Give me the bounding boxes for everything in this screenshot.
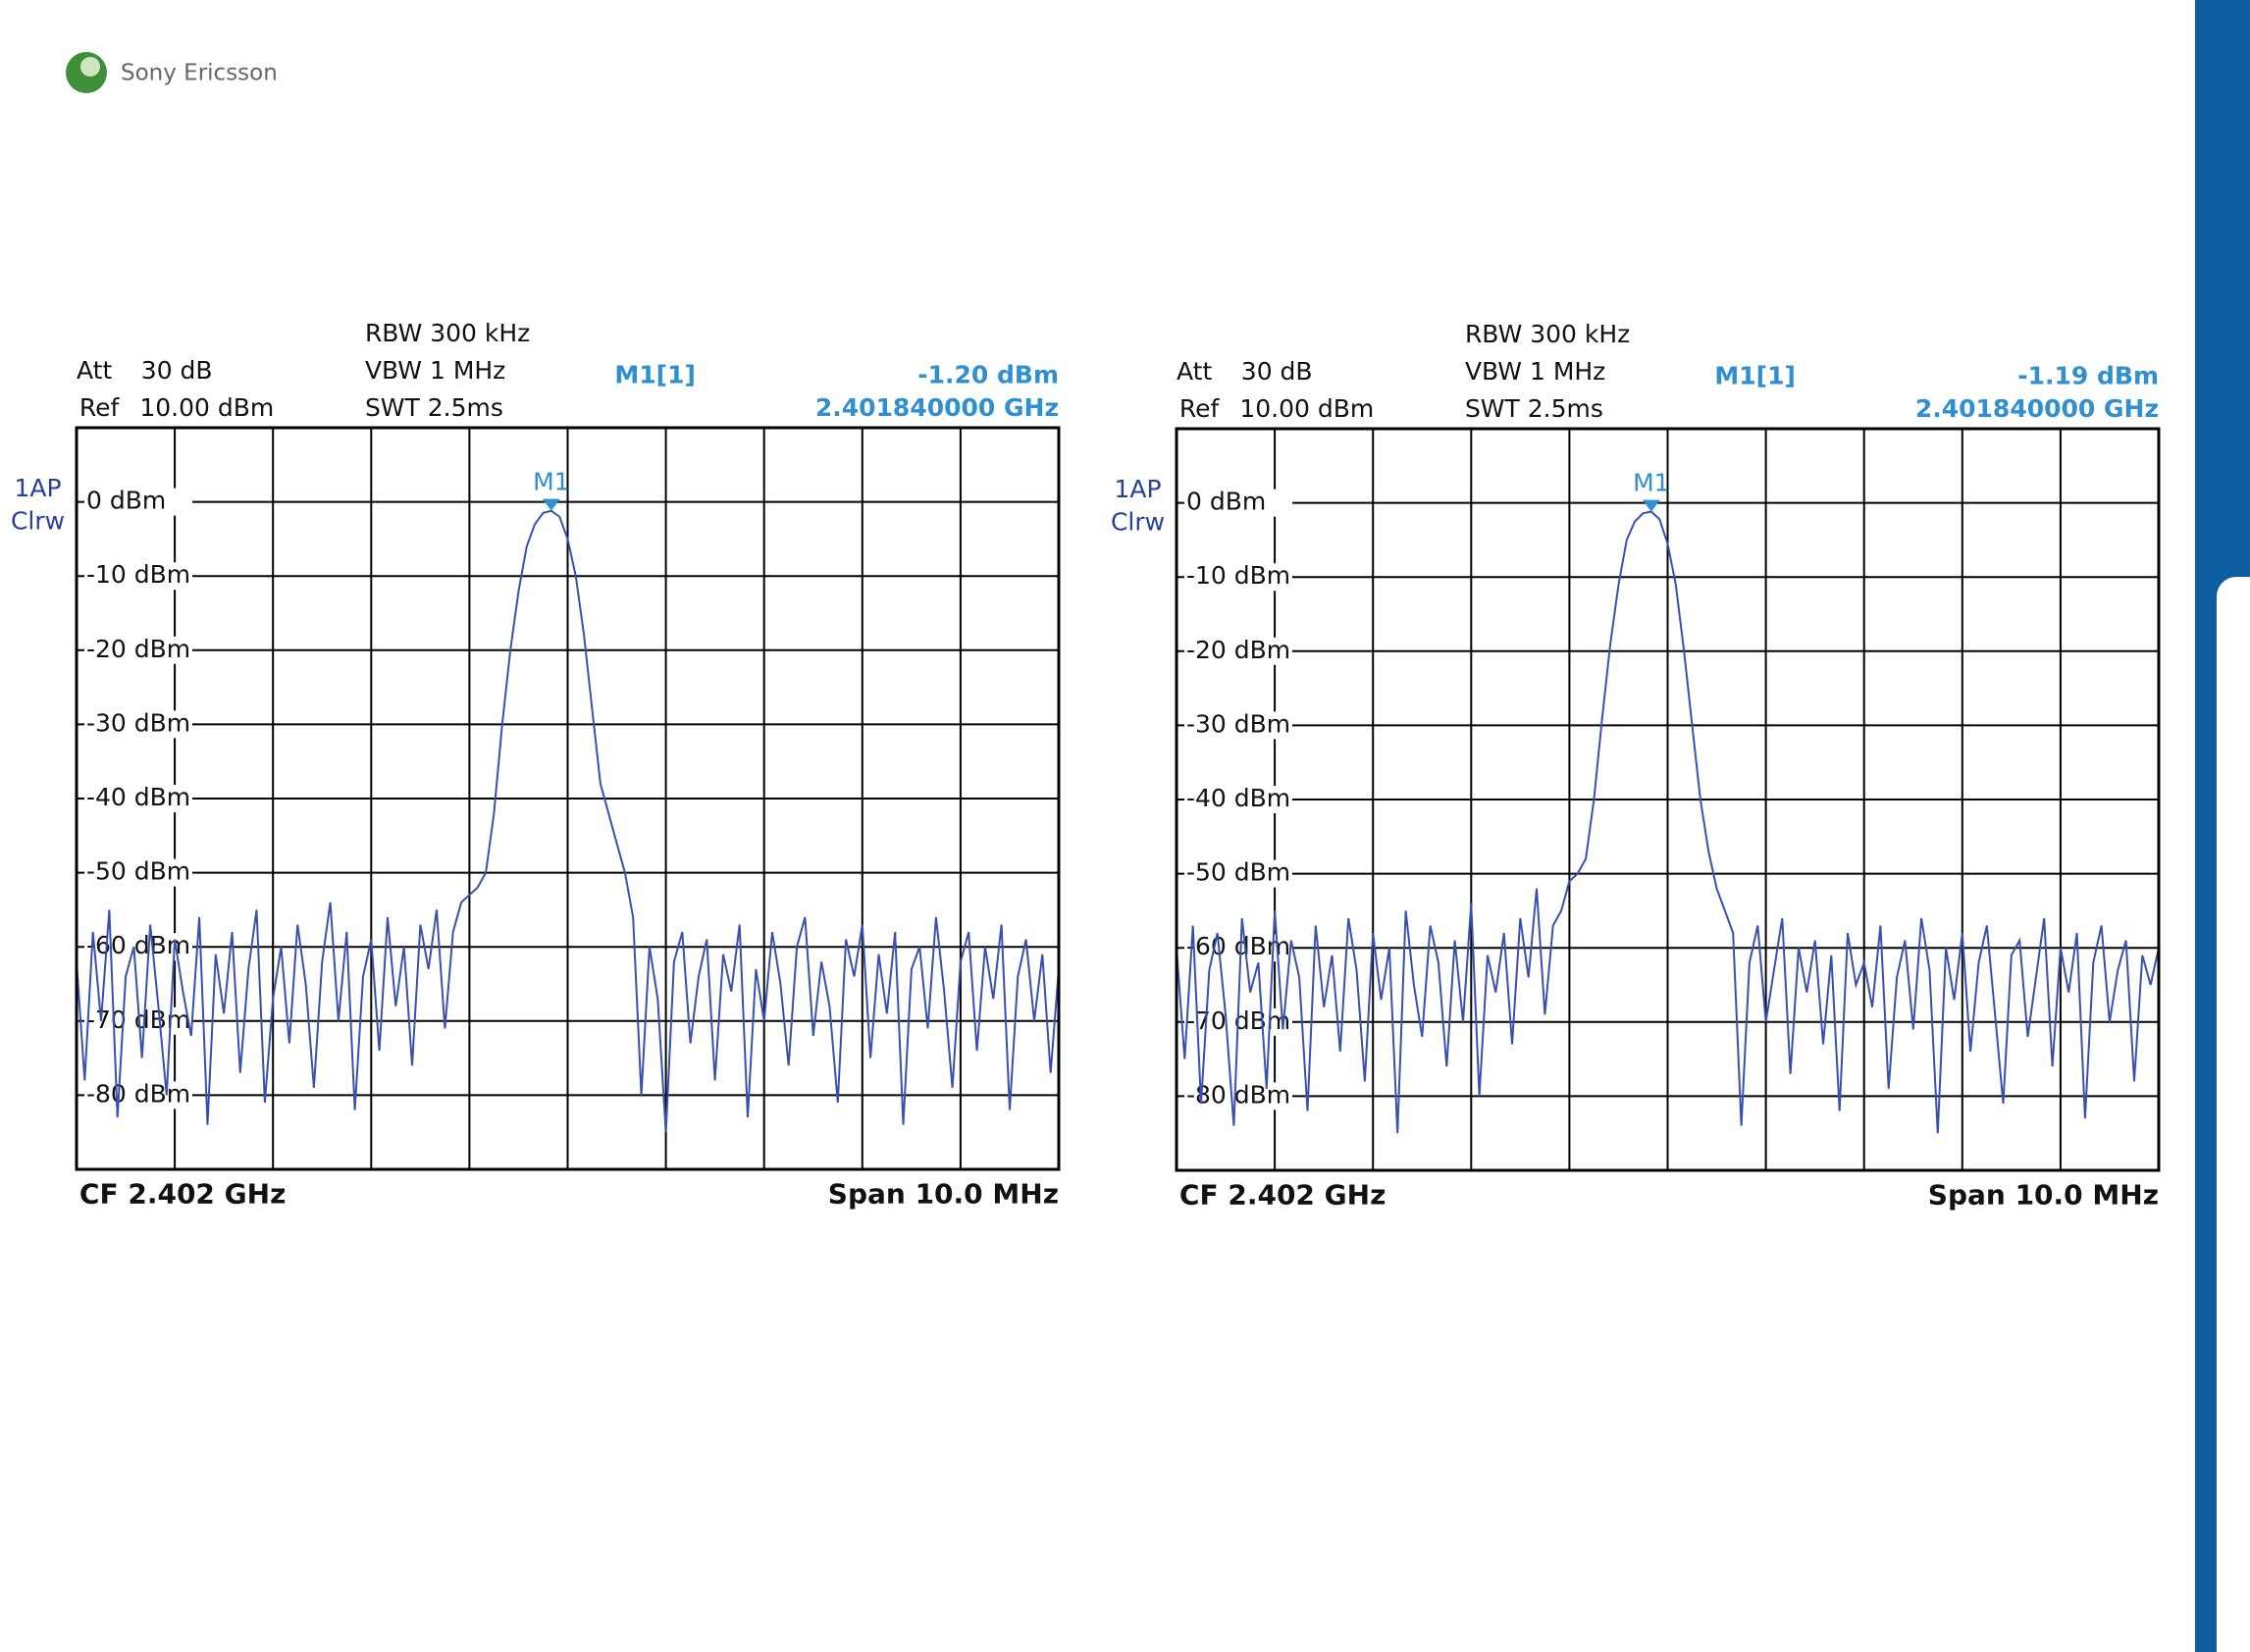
logo-highlight <box>80 57 100 77</box>
trace-label: Clrw <box>1111 508 1165 537</box>
ref-label: Ref <box>79 393 121 422</box>
marker-frequency: 2.401840000 GHz <box>1915 394 2159 423</box>
plot-frame <box>75 426 1061 1171</box>
trace-label: 1AP <box>14 474 61 502</box>
y-tick-label: -30 dBm <box>1186 709 1290 738</box>
y-tick-label: -30 dBm <box>86 708 190 737</box>
tick-label-bg <box>1184 711 1292 740</box>
tick-label-bg <box>84 1081 192 1110</box>
trace-label: 1AP <box>1114 475 1161 503</box>
tick-label-bg <box>84 785 192 812</box>
y-tick-label: -60 dBm <box>1186 932 1290 960</box>
att: 30 dB <box>1241 357 1313 386</box>
span: Span 10.0 MHz <box>828 1177 1059 1210</box>
marker-label: M1 <box>533 468 569 496</box>
center-frequency: CF 2.402 GHz <box>79 1177 286 1210</box>
tick-label-bg <box>84 858 192 887</box>
marker <box>1642 499 1660 512</box>
trace <box>76 509 1060 1133</box>
logo-text: Sony Ericsson <box>121 61 278 86</box>
y-tick-label: 0 dBm <box>1186 488 1266 516</box>
tick-label-bg <box>84 488 192 516</box>
y-tick-label: -10 dBm <box>1186 561 1290 590</box>
span: Span 10.0 MHz <box>1928 1178 2159 1211</box>
y-tick-label: -50 dBm <box>1186 858 1290 887</box>
y-tick-label: -20 dBm <box>86 635 190 663</box>
vbw: VBW 1 MHz <box>365 356 505 385</box>
side-bar-notch <box>2217 577 2250 1652</box>
att-label: Att <box>1177 357 1212 386</box>
tick-label-bg <box>1184 563 1292 592</box>
y-tick-label: -20 dBm <box>1186 636 1290 664</box>
att: 30 dB <box>141 356 213 385</box>
y-tick-label: -40 dBm <box>86 783 190 811</box>
tick-label-bg <box>1184 859 1292 888</box>
marker-name: M1[1] <box>1714 361 1796 389</box>
vbw: VBW 1 MHz <box>1465 357 1605 386</box>
tick-label-bg <box>1184 489 1292 517</box>
plot-frame <box>1175 427 2161 1172</box>
tick-label-bg <box>84 562 192 591</box>
y-tick-label: -80 dBm <box>1186 1080 1290 1109</box>
marker-frequency: 2.401840000 GHz <box>815 393 1059 422</box>
swt: SWT 2.5ms <box>365 393 503 422</box>
y-tick-label: -10 dBm <box>86 560 190 589</box>
att-label: Att <box>77 356 112 385</box>
center-frequency: CF 2.402 GHz <box>1179 1178 1386 1211</box>
trace <box>1176 510 2160 1134</box>
swt: SWT 2.5ms <box>1465 394 1603 423</box>
y-tick-label: -80 dBm <box>86 1079 190 1108</box>
ref-label: Ref <box>1179 394 1221 423</box>
ref: 10.00 dBm <box>139 393 274 422</box>
trace-label: Clrw <box>11 507 65 536</box>
marker-name: M1[1] <box>614 360 696 388</box>
y-tick-label: -50 dBm <box>86 857 190 886</box>
ref: 10.00 dBm <box>1239 394 1374 423</box>
marker-label: M1 <box>1633 469 1669 497</box>
marker <box>542 498 560 511</box>
tick-label-bg <box>1184 786 1292 813</box>
marker-value: -1.20 dBm <box>917 360 1059 388</box>
tick-label-bg <box>84 710 192 739</box>
rbw: RBW 300 kHz <box>1465 320 1630 348</box>
tick-label-bg <box>1184 637 1292 665</box>
marker-value: -1.19 dBm <box>2017 361 2159 389</box>
y-tick-label: -40 dBm <box>1186 784 1290 812</box>
rbw: RBW 300 kHz <box>365 319 530 347</box>
tick-label-bg <box>84 636 192 664</box>
y-tick-label: 0 dBm <box>86 487 166 515</box>
